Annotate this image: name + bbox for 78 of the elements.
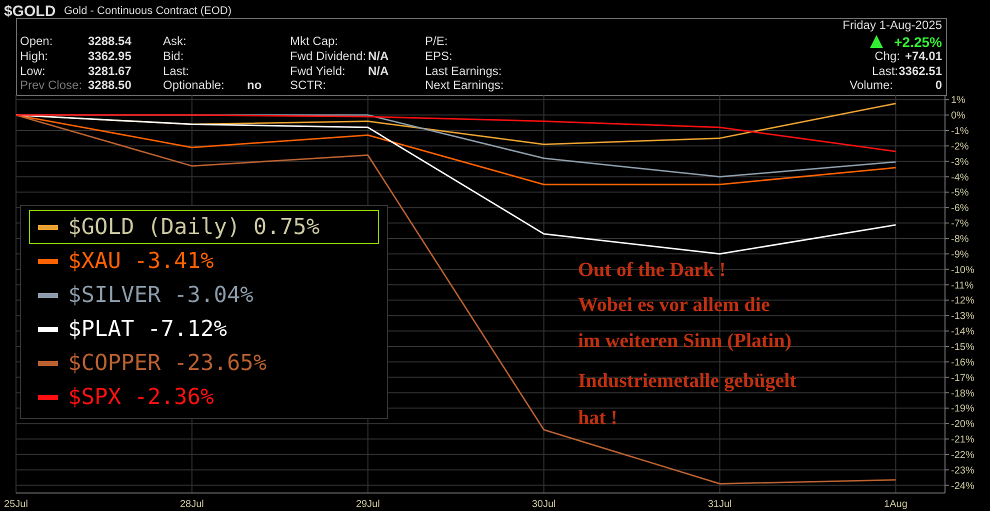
line-series [16, 114, 896, 152]
x-tick-label: 31Jul [708, 499, 732, 510]
text: 0 [935, 78, 942, 92]
y-tick-label: -17% [951, 372, 974, 384]
y-tick-label: -23% [951, 465, 974, 476]
x-tick-label: 1Aug [884, 499, 908, 510]
text: Volume: [850, 78, 893, 92]
y-tick-label: 0% [951, 110, 966, 122]
y-tick-label: -19% [951, 404, 974, 415]
text: Last: [163, 64, 190, 78]
x-tick-label: 28Jul [180, 499, 204, 510]
text: Open: [20, 34, 53, 48]
text: N/A [368, 49, 389, 63]
text: Fwd Yield: [290, 64, 346, 78]
text: 3281.67 [88, 64, 132, 78]
y-tick-label: -22% [951, 450, 974, 461]
text: Last: [872, 64, 898, 78]
text: Fwd Dividend: [290, 49, 366, 63]
text: +2.25% [894, 34, 942, 50]
y-tick-label: -15% [951, 342, 974, 353]
y-tick-label: 1% [951, 95, 966, 106]
text: Ask: [163, 34, 186, 48]
x-tick-label: 30Jul [532, 499, 556, 510]
annotation: hat ! [578, 407, 618, 430]
text: Prev Close: [20, 78, 82, 92]
text: Next Earnings: [425, 78, 504, 92]
text: EPS: [425, 49, 452, 63]
y-tick-label: -3% [951, 156, 969, 168]
text: Bid: [163, 49, 184, 63]
legend-label: $SILVER -3.04% [68, 282, 254, 308]
legend-label: $COPPER -23.65% [68, 350, 267, 376]
y-tick-label: -10% [951, 264, 974, 276]
y-tick-label: -16% [951, 357, 974, 368]
y-tick-label: -18% [951, 388, 974, 400]
y-tick-label: -7% [951, 218, 969, 230]
text: no [247, 78, 262, 92]
text: 3288.54 [88, 34, 132, 48]
y-tick-label: -21% [951, 434, 974, 446]
y-tick-label: -20% [951, 419, 974, 430]
y-tick-label: -13% [951, 311, 974, 322]
y-tick-label: -11% [951, 280, 974, 292]
line-series [16, 114, 896, 484]
text: 3362.51 [898, 64, 942, 78]
y-tick-label: -5% [951, 188, 969, 199]
y-tick-label: -2% [951, 141, 969, 152]
text: 3362.95 [88, 49, 132, 63]
text: Mkt Cap: [290, 34, 338, 48]
text: Last Earnings: [425, 64, 502, 78]
y-tick-label: -6% [951, 203, 969, 214]
legend-label: $XAU -3.41% [68, 248, 214, 274]
y-tick-label: -24% [951, 480, 974, 492]
text: Friday 1-Aug-2025 [842, 18, 942, 32]
legend-label: $SPX -2.36% [68, 384, 214, 410]
y-tick-label: -14% [951, 326, 974, 338]
y-tick-label: -9% [951, 249, 969, 260]
text: SCTR: [290, 78, 326, 92]
legend-label: $PLAT -7.12% [68, 316, 227, 342]
chart-subtitle: Gold - Continuous Contract (EOD) [64, 5, 232, 17]
text: 3288.50 [88, 78, 132, 92]
annotation: Wobei es vor allem die [578, 294, 770, 317]
text: P/E: [425, 34, 448, 48]
y-tick-label: -12% [951, 296, 974, 307]
x-tick-label: 25Jul [4, 499, 28, 510]
text: Optionable: [163, 78, 224, 92]
annotation: im weiteren Sinn (Platin) [578, 330, 792, 353]
annotation: Out of the Dark ! [578, 259, 726, 282]
text: High: [20, 49, 48, 63]
annotation: Industriemetalle gebügelt [578, 370, 796, 393]
y-tick-label: -4% [951, 172, 969, 184]
y-tick-label: -8% [951, 234, 969, 246]
chart-title: $GOLD [4, 3, 56, 20]
y-tick-label: -1% [951, 126, 969, 138]
text: Chg: [874, 49, 900, 63]
text: Low: [20, 64, 46, 78]
text: N/A [368, 64, 389, 78]
legend-label: $GOLD (Daily) 0.75% [68, 214, 320, 240]
text: +74.01 [904, 49, 942, 63]
x-tick-label: 29Jul [356, 499, 380, 510]
